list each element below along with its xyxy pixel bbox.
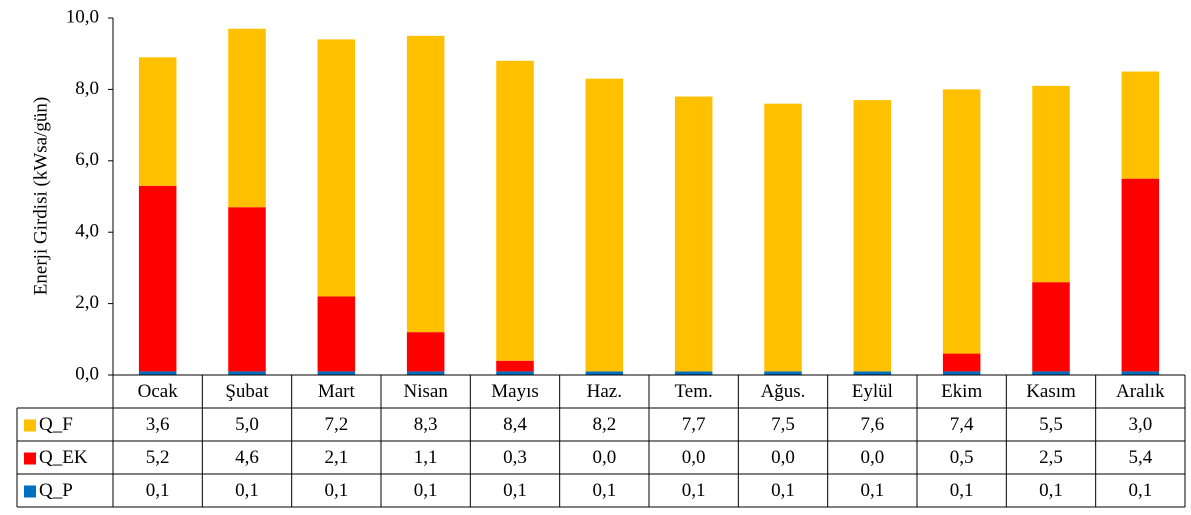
legend-swatch [24, 419, 36, 432]
bar-segment [942, 89, 981, 354]
y-tick-label: 2,0 [75, 292, 99, 313]
legend-label: Q_EK [39, 447, 88, 468]
x-tick-label: Kasım [1026, 381, 1076, 402]
x-tick-label: Nisan [404, 381, 449, 402]
legend-swatch [24, 452, 36, 465]
x-tick-label: Ekim [941, 381, 982, 402]
table-value: 0,0 [860, 447, 884, 468]
table-value: 5,0 [235, 414, 259, 435]
table-value: 8,3 [414, 414, 438, 435]
table-value: 2,1 [324, 447, 348, 468]
x-tick-label: Mayıs [491, 381, 539, 402]
table-value: 0,1 [1128, 480, 1152, 501]
bar-segment [674, 96, 713, 372]
legend-label: Q_P [39, 480, 73, 501]
bar-segment [764, 103, 802, 372]
bar-segment [317, 296, 356, 372]
bar-segment [853, 371, 892, 375]
bar-segment [228, 371, 266, 375]
x-tick-label: Mart [318, 381, 356, 402]
table-value: 8,4 [503, 414, 527, 435]
table-value: 0,1 [414, 480, 438, 501]
table-value: 0,0 [771, 447, 795, 468]
bar-segment [1032, 85, 1070, 283]
bar-segment [228, 28, 266, 208]
legend-label: Q_F [39, 414, 73, 435]
table-value: 0,1 [592, 480, 616, 501]
table-value: 3,6 [146, 414, 170, 435]
table-value: 1,1 [414, 447, 438, 468]
table-value: 0,1 [771, 480, 795, 501]
y-tick-label: 4,0 [75, 221, 99, 242]
table-value: 2,5 [1039, 447, 1063, 468]
table-value: 0,1 [235, 480, 259, 501]
bar-segment [942, 371, 981, 375]
bar-segment [228, 207, 266, 372]
y-tick-label: 6,0 [75, 149, 99, 170]
y-tick-label: 0,0 [75, 363, 99, 384]
table-value: 8,2 [592, 414, 616, 435]
table-value: 0,0 [682, 447, 706, 468]
bar-segment [585, 371, 624, 375]
table-value: 7,2 [324, 414, 348, 435]
table-value: 3,0 [1128, 414, 1152, 435]
x-tick-label: Ağus. [761, 381, 806, 402]
bar-segment [942, 353, 981, 372]
bar-segment [496, 360, 534, 372]
table-value: 0,1 [950, 480, 974, 501]
bar-segment [674, 371, 713, 375]
x-tick-label: Şubat [225, 381, 269, 402]
y-tick-label: 8,0 [75, 78, 99, 99]
table-value: 5,2 [146, 447, 170, 468]
bar-segment [1121, 178, 1160, 372]
bar-segment [406, 332, 445, 372]
bar-segment [317, 371, 356, 375]
bar-segment [585, 78, 624, 372]
x-tick-label: Tem. [675, 381, 713, 402]
table-value: 5,5 [1039, 414, 1063, 435]
bar-segment [496, 60, 534, 361]
table-value: 0,5 [950, 447, 974, 468]
table-value: 0,0 [592, 447, 616, 468]
x-tick-label: Eylül [852, 381, 893, 402]
table-value: 7,7 [682, 414, 706, 435]
legend-swatch [24, 485, 36, 498]
table-value: 0,1 [503, 480, 527, 501]
table-value: 0,1 [1039, 480, 1063, 501]
bar-segment [1121, 371, 1160, 375]
table-value: 0,1 [146, 480, 170, 501]
table-value: 0,1 [682, 480, 706, 501]
table-value: 4,6 [235, 447, 259, 468]
table-value: 5,4 [1128, 447, 1152, 468]
bar-segment [138, 185, 177, 372]
bar-segment [317, 39, 356, 297]
bar-segment [138, 371, 177, 375]
x-tick-label: Ocak [138, 381, 179, 402]
bar-segment [853, 100, 892, 372]
bar-segment [1032, 371, 1070, 375]
bar-segment [406, 35, 445, 333]
bar-segment [496, 371, 534, 375]
table-value: 7,6 [860, 414, 884, 435]
bar-segment [138, 57, 177, 186]
table-value: 0,1 [860, 480, 884, 501]
table-value: 0,3 [503, 447, 527, 468]
x-tick-label: Aralık [1116, 381, 1165, 402]
table-value: 7,5 [771, 414, 795, 435]
table-value: 0,1 [324, 480, 348, 501]
y-tick-label: 10,0 [66, 6, 99, 27]
x-tick-label: Haz. [587, 381, 622, 402]
bar-segment [1121, 71, 1160, 179]
bar-segment [406, 371, 445, 375]
bar-segment [764, 371, 802, 375]
table-value: 7,4 [950, 414, 974, 435]
bar-segment [1032, 282, 1070, 372]
y-axis-label: Enerji Girdisi (kWsa/gün) [30, 97, 51, 295]
